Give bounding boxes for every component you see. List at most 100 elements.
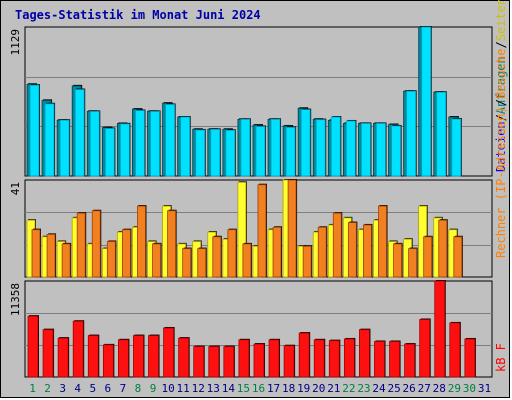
bar-besuche-day-7 (121, 229, 131, 278)
day-label-7: 7 (120, 382, 127, 395)
bar-dateien-day-9 (150, 111, 160, 177)
bar-dateien-day-3 (59, 119, 70, 177)
day-label-10: 10 (161, 382, 174, 395)
day-label-3: 3 (59, 382, 66, 395)
day-label-1: 1 (29, 382, 36, 395)
bar-besuche-day-9 (152, 243, 161, 278)
bar-dateien-day-20 (315, 119, 326, 177)
bar-dateien-day-29 (451, 118, 462, 177)
bar-besuche-day-6 (106, 241, 116, 278)
bar-dateien-day-13 (210, 129, 221, 177)
bar-besuche-day-19 (302, 245, 312, 278)
bar-dateien-day-23 (361, 123, 371, 177)
bar-dateien-day-4 (74, 89, 85, 177)
bar-dateien-day-12 (195, 129, 206, 177)
bar-besuche-day-25 (393, 243, 402, 278)
bar-seiten-day-15 (237, 181, 247, 278)
bar-besuche-day-1 (31, 229, 41, 278)
bar-kbf-day-17 (268, 339, 280, 378)
bar-dateien-day-27 (421, 26, 432, 177)
bar-kbf-day-28 (434, 280, 446, 378)
bar-kbf-day-18 (283, 345, 295, 378)
day-label-24: 24 (372, 382, 386, 395)
bar-besuche-day-12 (197, 248, 207, 278)
bar-kbf-day-29 (449, 322, 461, 378)
bar-besuche-day-10 (167, 210, 176, 278)
bar-kbf-day-2 (42, 329, 54, 378)
day-label-8: 8 (135, 382, 142, 395)
bar-kbf-day-5 (87, 335, 99, 378)
day-label-25: 25 (387, 382, 400, 395)
bar-dateien-day-22 (345, 120, 356, 177)
bar-dateien-day-26 (406, 90, 417, 177)
bar-besuche-day-18 (287, 179, 297, 278)
bar-kbf-day-8 (133, 335, 144, 378)
bar-besuche-day-4 (76, 212, 86, 278)
bar-kbf-day-7 (117, 339, 129, 378)
day-label-17: 17 (267, 382, 280, 395)
bar-besuche-day-29 (453, 236, 463, 278)
bar-kbf-day-25 (389, 341, 400, 378)
bar-kbf-day-6 (102, 344, 114, 378)
day-label-15: 15 (237, 382, 250, 395)
bar-kbf-day-12 (193, 346, 205, 378)
day-label-18: 18 (282, 382, 295, 395)
day-label-4: 4 (74, 382, 81, 395)
bar-besuche-day-15 (242, 243, 252, 278)
day-label-9: 9 (150, 382, 157, 395)
legend-sites-visits-pages: Rechner (IP-Adressen)/Besuche/Seiten (494, 0, 508, 258)
bar-kbf-day-22 (343, 338, 355, 378)
bar-kbf-day-10 (163, 327, 174, 378)
bar-besuche-day-8 (137, 205, 146, 278)
day-label-30: 30 (463, 382, 476, 395)
legend-kbytes: kB F (494, 343, 508, 372)
day-label-31: 31 (478, 382, 491, 395)
day-label-5: 5 (89, 382, 96, 395)
day-label-28: 28 (433, 382, 446, 395)
bar-dateien-day-19 (300, 109, 311, 177)
day-label-27: 27 (418, 382, 431, 395)
bar-besuche-day-2 (46, 234, 56, 278)
bar-kbf-day-11 (178, 337, 190, 378)
chart-title: Tages-Statistik im Monat Juni 2024 (15, 8, 261, 22)
bar-dateien-day-2 (44, 103, 55, 177)
bar-besuche-day-27 (423, 236, 433, 278)
bar-dateien-day-7 (119, 123, 130, 177)
bar-dateien-day-5 (89, 111, 100, 177)
legend-hits-files: Dateien/Anfragen (494, 56, 508, 172)
bar-dateien-day-28 (436, 91, 447, 177)
bar-dateien-day-16 (255, 126, 266, 177)
bar-kbf-day-13 (208, 346, 220, 378)
day-label-23: 23 (357, 382, 370, 395)
bar-kbf-day-30 (464, 338, 476, 378)
day-label-29: 29 (448, 382, 461, 395)
bar-besuche-day-14 (227, 229, 237, 278)
bar-dateien-day-14 (225, 129, 236, 177)
bar-kbf-day-20 (313, 339, 325, 378)
day-label-14: 14 (222, 382, 236, 395)
day-label-19: 19 (297, 382, 310, 395)
ymax-label-besuche: 41 (9, 182, 22, 195)
bar-kbf-day-16 (253, 343, 265, 378)
day-label-20: 20 (312, 382, 325, 395)
bar-kbf-day-15 (238, 339, 250, 378)
bar-dateien-day-18 (285, 127, 296, 177)
bar-besuche-day-24 (378, 205, 387, 278)
bar-kbf-day-24 (374, 341, 385, 378)
bar-kbf-day-27 (419, 319, 431, 378)
day-label-11: 11 (177, 382, 190, 395)
bar-besuche-day-11 (182, 248, 192, 278)
day-label-2: 2 (44, 382, 51, 395)
bar-besuche-day-17 (272, 226, 282, 278)
bar-kbf-day-9 (148, 335, 159, 378)
bar-dateien-day-1 (29, 84, 40, 177)
bar-dateien-day-11 (180, 116, 191, 177)
bar-kbf-day-3 (57, 337, 69, 378)
bar-dateien-day-6 (104, 128, 115, 177)
bar-besuche-day-23 (363, 224, 372, 278)
bar-kbf-day-21 (328, 340, 340, 378)
bar-besuche-day-26 (408, 248, 418, 278)
day-label-12: 12 (192, 382, 205, 395)
bar-besuche-day-16 (257, 184, 267, 278)
